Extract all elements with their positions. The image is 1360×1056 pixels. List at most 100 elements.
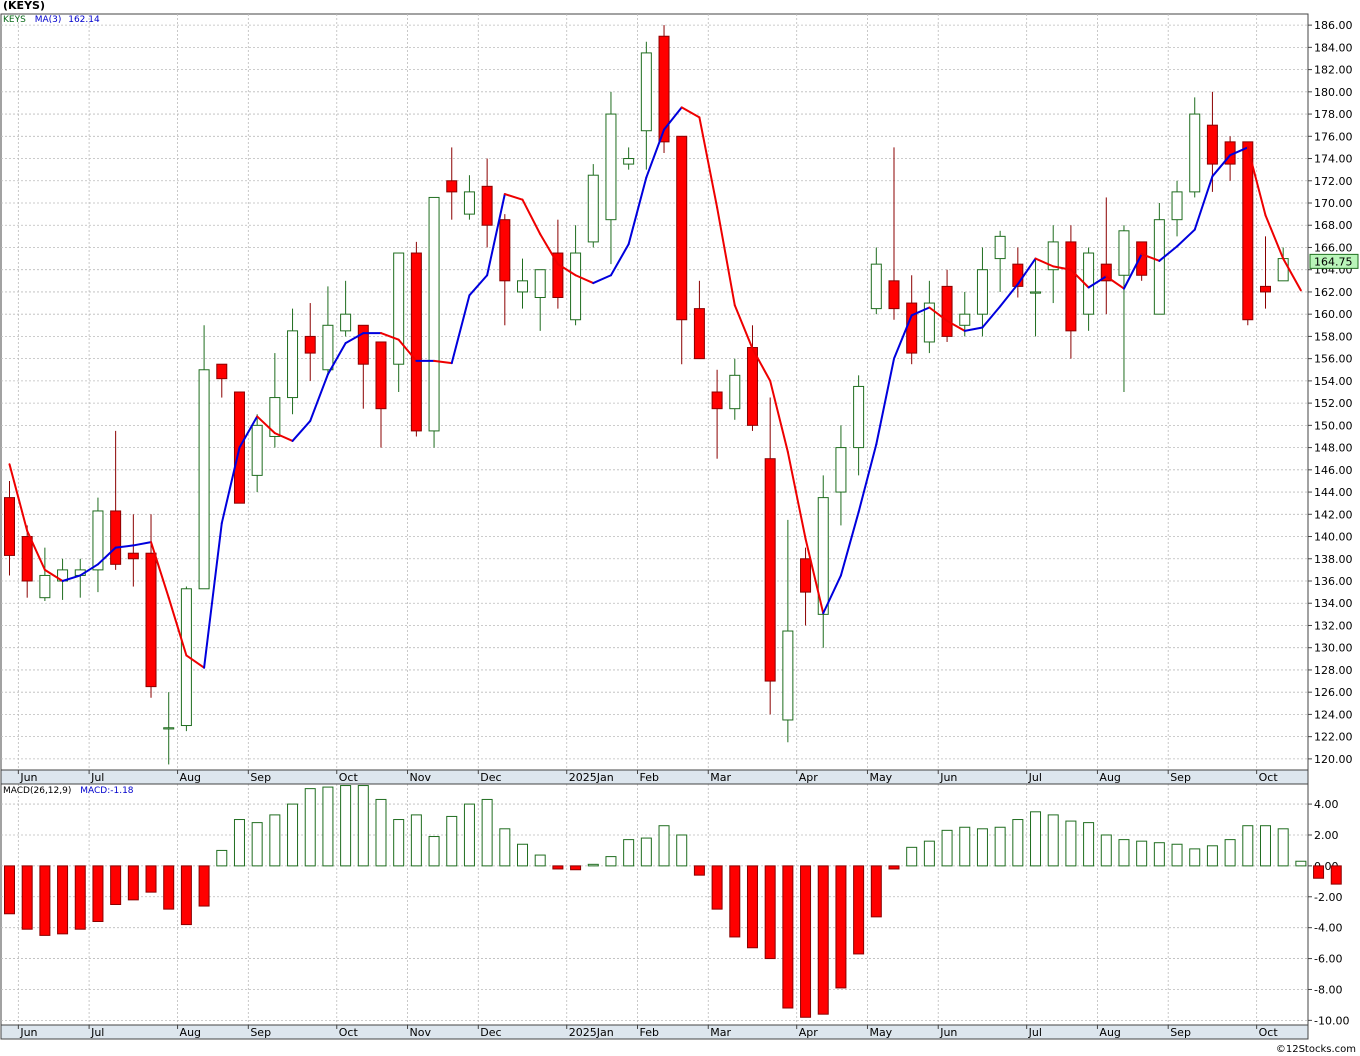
candle xyxy=(1047,225,1059,304)
candle xyxy=(1030,258,1042,337)
ma3-segment xyxy=(309,373,329,422)
price-tick-label: 134.00 xyxy=(1314,597,1353,610)
ma3-segment xyxy=(1122,253,1143,290)
candle-body xyxy=(1242,141,1254,321)
ma3-segment xyxy=(999,283,1019,308)
macd-bar xyxy=(976,828,988,867)
price-tick-label: 144.00 xyxy=(1314,486,1353,499)
ma3-segment xyxy=(26,529,46,571)
macd-bar xyxy=(269,814,281,867)
macd-bar xyxy=(623,839,635,867)
price-tick-label: 140.00 xyxy=(1314,531,1353,544)
candle-body xyxy=(304,335,316,354)
macd-tick-label: -6.00 xyxy=(1314,953,1342,966)
price-tick-label: 154.00 xyxy=(1314,375,1353,388)
candle xyxy=(640,41,652,170)
candle-body xyxy=(428,196,440,432)
ma3-segment xyxy=(114,544,135,549)
candle xyxy=(729,358,741,420)
macd-bar xyxy=(552,865,564,870)
ma3-segment xyxy=(804,537,825,615)
macd-bar xyxy=(251,822,263,867)
candle-body xyxy=(534,269,546,298)
macd-bar xyxy=(1295,860,1307,867)
price-tick-label: 174.00 xyxy=(1314,153,1353,166)
ma3-segment xyxy=(1282,257,1302,292)
x-tick-label: Mar xyxy=(710,1026,731,1039)
candle-body xyxy=(711,391,723,410)
x-tick-label: Oct xyxy=(339,771,359,784)
price-tick-label: 168.00 xyxy=(1314,219,1353,232)
price-tick-label: 128.00 xyxy=(1314,664,1353,677)
ma3-segment xyxy=(539,233,559,266)
ma3-segment xyxy=(875,357,895,446)
ma3-segment xyxy=(786,451,807,540)
price-tick-label: 172.00 xyxy=(1314,175,1353,188)
x-tick-label: Dec xyxy=(480,1026,501,1039)
x-axis-strip xyxy=(0,769,1309,785)
candle-body xyxy=(623,158,635,165)
candle-body xyxy=(4,497,15,556)
candle-body xyxy=(959,313,971,326)
ma3-segment xyxy=(1193,175,1214,231)
x-tick-label: Sep xyxy=(1170,771,1191,784)
candle-body xyxy=(994,235,1006,260)
last-price-box xyxy=(1309,253,1359,269)
macd-bar xyxy=(1047,814,1059,867)
ma3-segment xyxy=(1264,214,1285,260)
macd-histogram xyxy=(4,785,1342,1018)
macd-bar xyxy=(729,865,741,938)
macd-bar xyxy=(1259,825,1271,867)
candle-body xyxy=(287,330,299,399)
x-tick-label: Sep xyxy=(250,771,271,784)
candle-body xyxy=(764,458,776,682)
candle xyxy=(517,258,529,309)
candle xyxy=(410,241,422,437)
x-tick-label: Sep xyxy=(1170,1026,1191,1039)
macd-bar xyxy=(375,798,387,867)
candle-body xyxy=(782,630,794,721)
candle xyxy=(711,369,723,459)
macd-bar xyxy=(941,829,953,867)
macd-bar xyxy=(1030,811,1042,867)
ma3-segment xyxy=(521,198,542,236)
price-tick-label: 148.00 xyxy=(1314,442,1353,455)
candle-body xyxy=(570,252,582,321)
x-tick-label: Jul xyxy=(90,771,104,784)
macd-bar xyxy=(1100,834,1112,867)
candle xyxy=(92,497,104,593)
x-tick-label: Aug xyxy=(180,1026,201,1039)
macd-bar xyxy=(21,865,33,930)
candle-body xyxy=(1100,263,1112,282)
ma3-segment xyxy=(822,574,842,615)
candle xyxy=(1171,180,1183,237)
ma3-segment xyxy=(1176,228,1196,248)
macd-bar xyxy=(499,828,511,867)
macd-bar xyxy=(1171,843,1183,867)
last-price-label: 164.75 xyxy=(1314,255,1353,268)
ma3-segment xyxy=(609,243,630,277)
macd-bar xyxy=(587,863,599,867)
macd-x-axis: Jun Jul Aug Sep Oct Nov Dec 2025Jan Feb Mar Apr May… xyxy=(0,1024,1309,1040)
candle-body xyxy=(1118,230,1130,276)
ma3-segment xyxy=(1087,275,1108,289)
candle xyxy=(976,247,988,337)
price-legend: KEYS MA(3) 162.14 xyxy=(3,15,100,25)
price-tick-label: 166.00 xyxy=(1314,241,1353,254)
macd-label: MACD(26,12,9) xyxy=(3,786,72,796)
ma3-segment xyxy=(203,522,223,669)
ma3-segment xyxy=(256,415,276,435)
macd-bar xyxy=(110,865,122,906)
ma3-segment xyxy=(857,443,878,514)
macd-bar xyxy=(410,814,422,867)
macd-bar xyxy=(74,865,86,930)
candle-body xyxy=(216,363,228,380)
price-tick-label: 158.00 xyxy=(1314,330,1353,343)
candle-body xyxy=(375,341,387,410)
candle xyxy=(764,397,776,715)
ma3-segment xyxy=(291,419,312,442)
macd-bar xyxy=(1012,819,1024,867)
ma3-segment xyxy=(751,347,772,382)
candle xyxy=(180,586,192,732)
ma3-segment xyxy=(1052,265,1072,271)
